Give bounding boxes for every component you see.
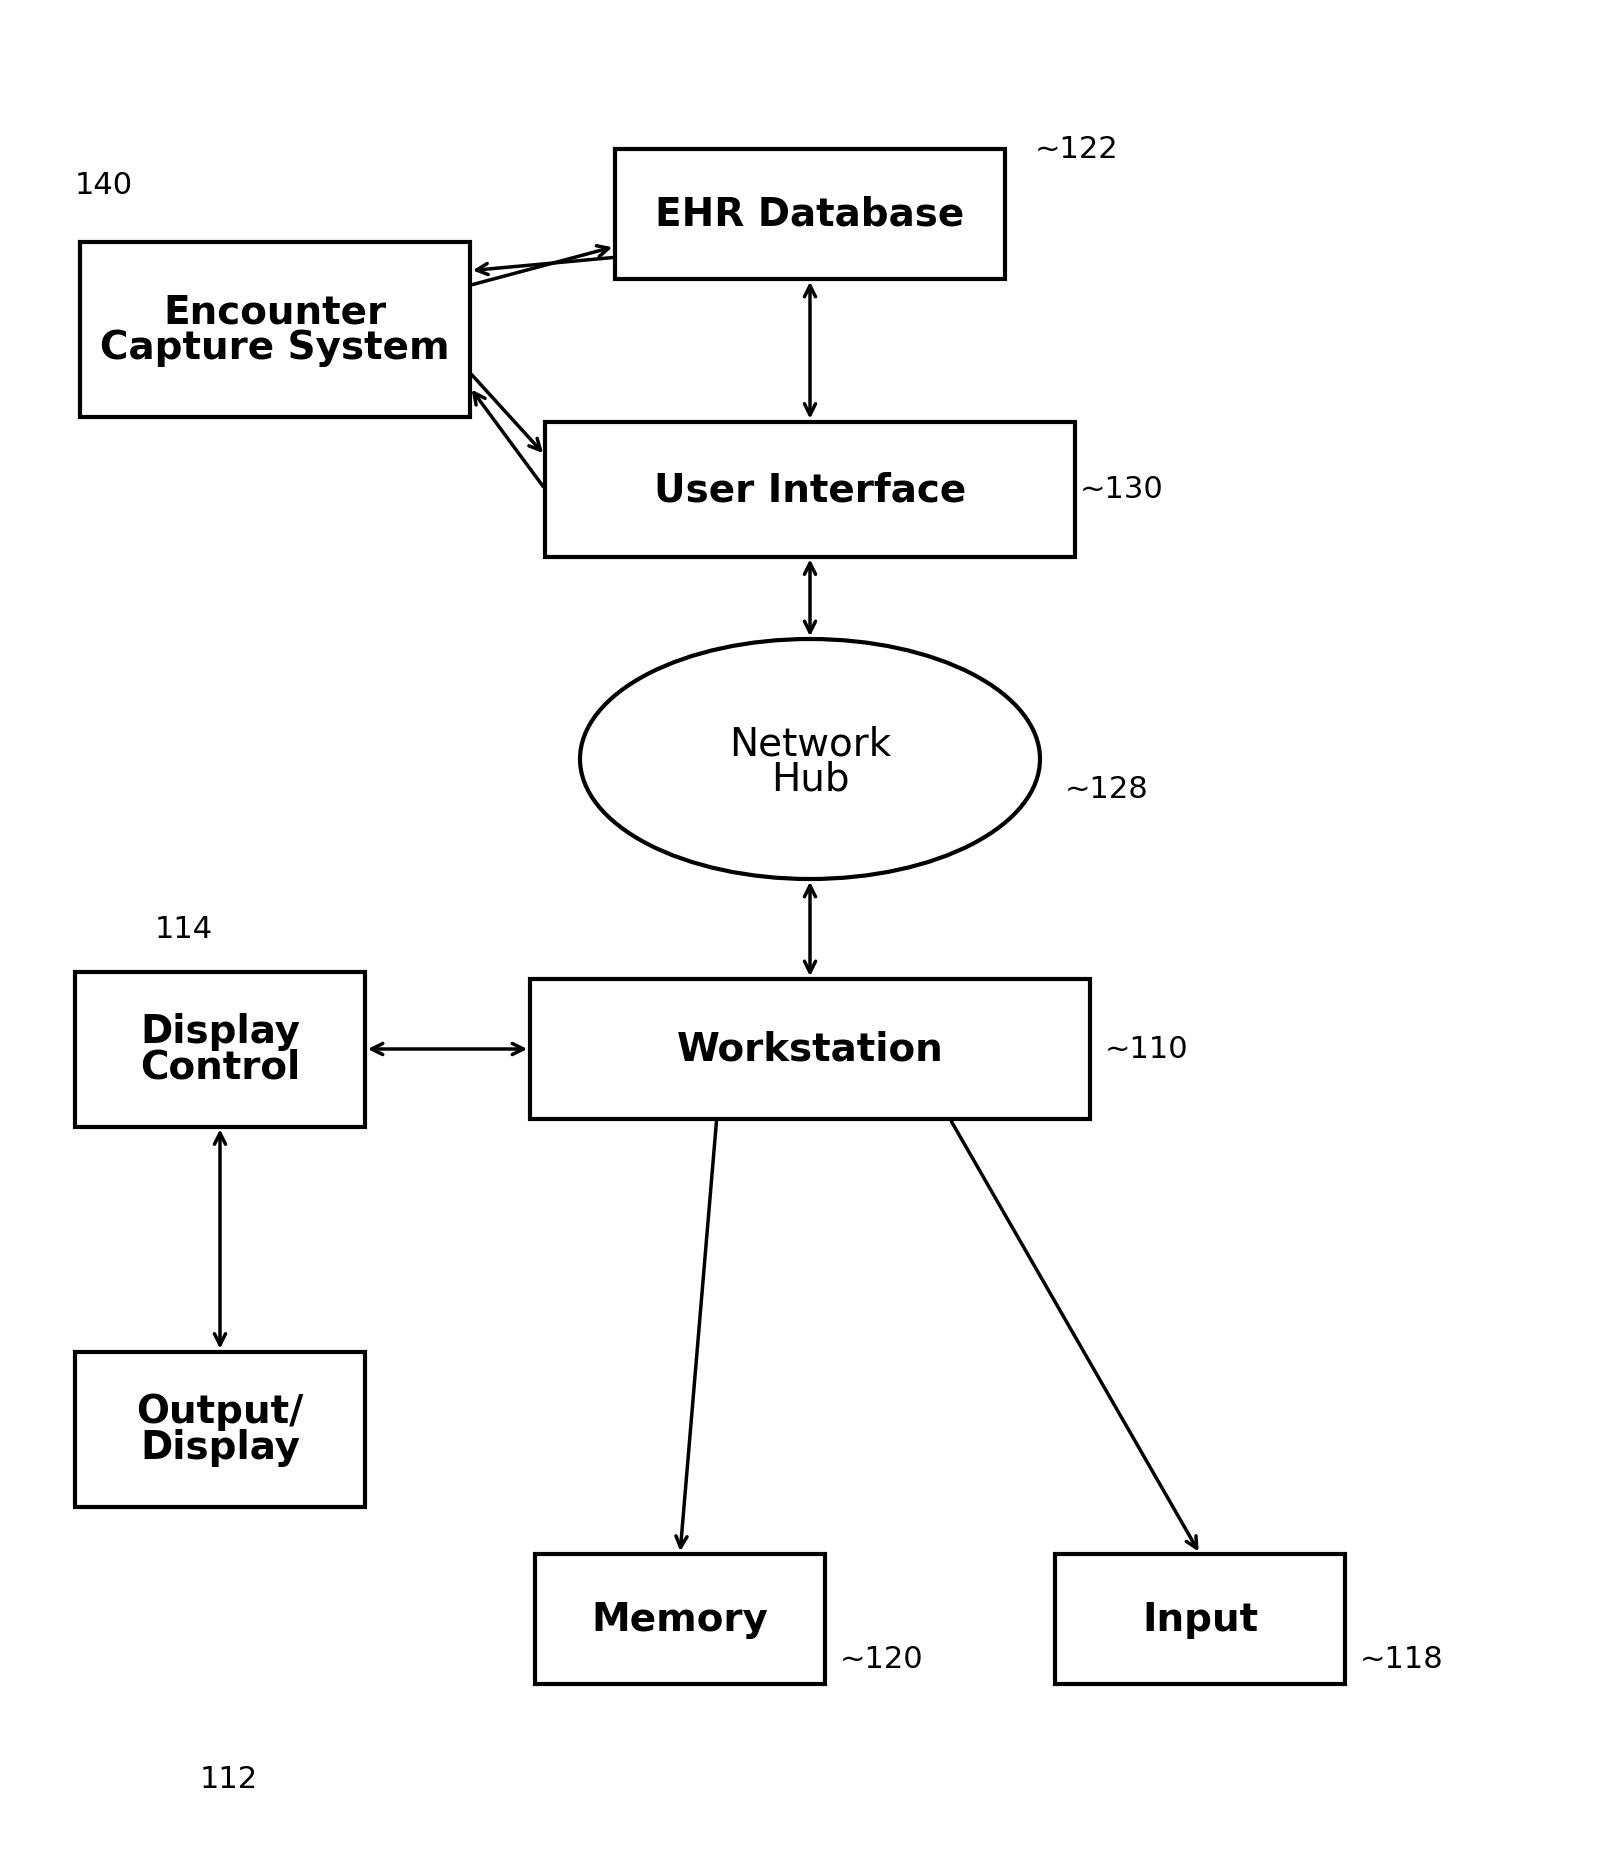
Bar	[75, 1352, 365, 1506]
Bar	[545, 423, 1074, 556]
Text: ~110: ~110	[1105, 1035, 1188, 1065]
Text: Network: Network	[729, 725, 891, 764]
Bar	[615, 150, 1005, 280]
Text: ~122: ~122	[1035, 135, 1118, 165]
Text: Encounter: Encounter	[164, 293, 386, 330]
Text: Display: Display	[140, 1428, 300, 1465]
Bar	[1055, 1554, 1345, 1684]
Text: ~118: ~118	[1360, 1645, 1444, 1673]
Bar	[531, 979, 1091, 1119]
Text: 140: 140	[75, 171, 133, 198]
Text: ~130: ~130	[1079, 475, 1164, 505]
Text: User Interface: User Interface	[654, 471, 966, 508]
Text: Control: Control	[140, 1048, 300, 1087]
Text: Output/: Output/	[136, 1393, 304, 1430]
Bar	[80, 243, 471, 417]
Bar	[75, 972, 365, 1126]
Text: ~120: ~120	[841, 1645, 923, 1673]
Bar	[536, 1554, 824, 1684]
Text: EHR Database: EHR Database	[656, 197, 964, 234]
Text: 114: 114	[156, 915, 213, 944]
Text: 112: 112	[200, 1764, 258, 1794]
Ellipse shape	[579, 640, 1040, 879]
Text: Memory: Memory	[591, 1601, 768, 1638]
Text: Hub: Hub	[771, 761, 849, 798]
Text: Input: Input	[1143, 1601, 1258, 1638]
Text: Workstation: Workstation	[677, 1030, 943, 1068]
Text: Display: Display	[140, 1013, 300, 1050]
Text: ~128: ~128	[1065, 775, 1149, 803]
Text: Capture System: Capture System	[101, 328, 450, 367]
